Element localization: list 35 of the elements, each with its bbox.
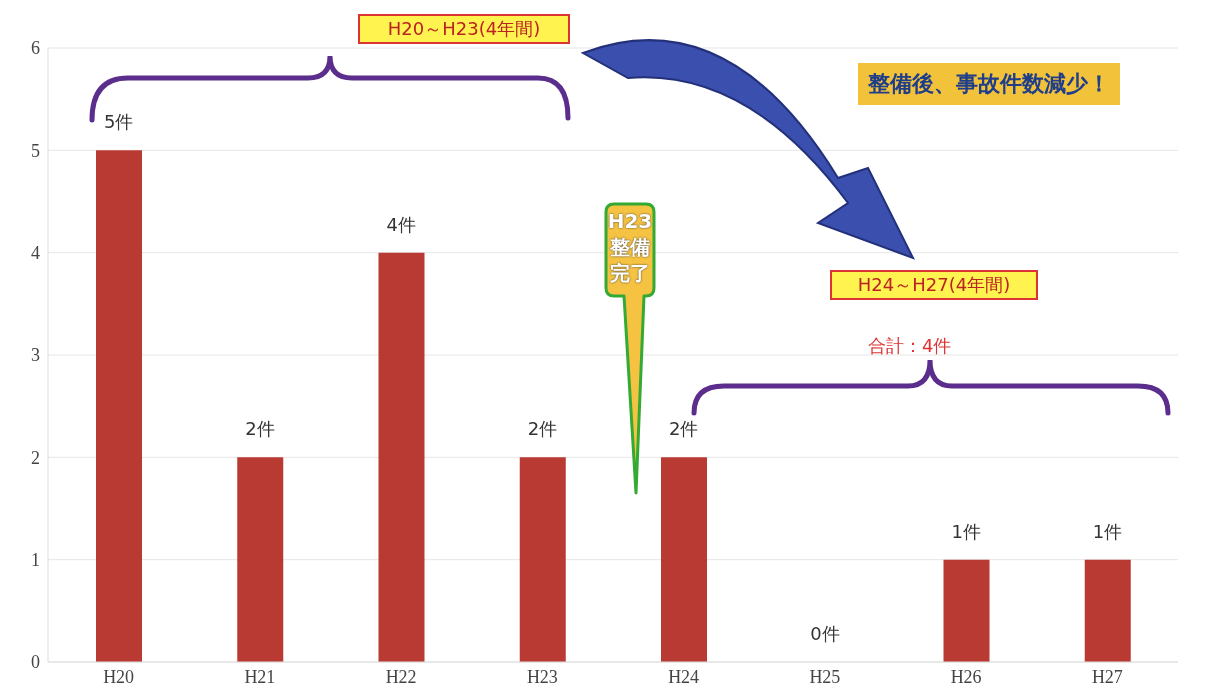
bar bbox=[237, 457, 284, 662]
y-tick-label: 5 bbox=[31, 140, 40, 161]
data-label: 1件 bbox=[1091, 519, 1124, 544]
x-tick-label: H27 bbox=[1091, 666, 1123, 687]
annotation: H23整備完了 bbox=[606, 208, 654, 287]
annotation: H24～H27(4年間) bbox=[830, 270, 1038, 300]
data-label: 5件 bbox=[102, 110, 135, 135]
x-tick-label: H21 bbox=[244, 666, 276, 687]
y-tick-label: 3 bbox=[31, 345, 40, 366]
bar bbox=[661, 457, 707, 662]
x-tick-label: H23 bbox=[526, 666, 558, 687]
x-tick-label: H25 bbox=[809, 666, 841, 687]
y-tick-label: 1 bbox=[31, 550, 40, 571]
x-tick-label: H24 bbox=[668, 666, 700, 687]
data-label: 1件 bbox=[950, 519, 982, 544]
annotation: 合計：4件 bbox=[868, 334, 952, 358]
data-label: 0件 bbox=[809, 622, 841, 646]
bar bbox=[519, 457, 566, 662]
annotation: 整備後、事故件数減少！ bbox=[858, 63, 1120, 105]
bar bbox=[1084, 559, 1131, 662]
data-label: 4件 bbox=[385, 212, 417, 237]
y-tick-label: 0 bbox=[31, 652, 40, 673]
text: H20～H23(4年間) bbox=[358, 14, 570, 44]
bar bbox=[378, 252, 425, 662]
y-tick-label: 2 bbox=[31, 447, 40, 468]
bar bbox=[96, 150, 142, 662]
data-label: 2件 bbox=[667, 417, 700, 442]
y-tick-label: 6 bbox=[31, 38, 40, 59]
data-label: 2件 bbox=[244, 417, 276, 442]
data-label: 2件 bbox=[526, 417, 559, 442]
x-tick-label: H22 bbox=[385, 666, 417, 687]
y-tick-label: 4 bbox=[31, 243, 40, 264]
bar bbox=[943, 559, 990, 662]
x-tick-label: H20 bbox=[103, 666, 135, 687]
x-tick-label: H26 bbox=[950, 666, 982, 687]
